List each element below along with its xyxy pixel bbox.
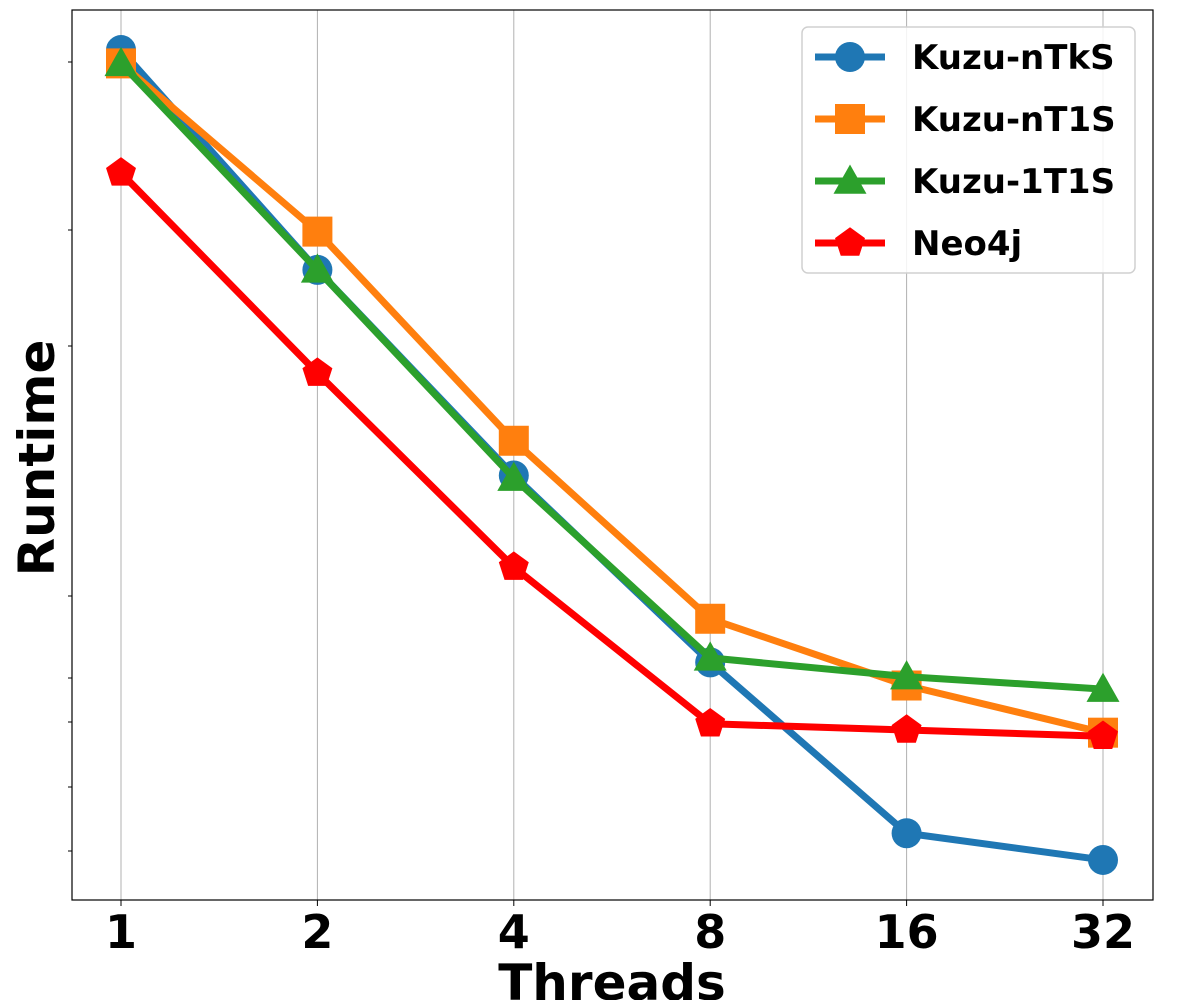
legend-label-neo4j: Neo4j <box>912 224 1022 264</box>
legend-label-kuzu-ntks: Kuzu-nTkS <box>912 38 1115 78</box>
plot-frame <box>71 9 1154 901</box>
y-axis-title: Runtime <box>8 340 66 577</box>
data-point-kuzu-ntks <box>891 818 922 849</box>
data-point-kuzu-nt1s <box>695 603 726 634</box>
series-line-neo4j <box>117 169 1107 740</box>
data-point-neo4j <box>106 157 136 186</box>
data-point-kuzu-nt1s <box>498 425 529 456</box>
x-tick-label: 16 <box>875 905 939 959</box>
series-line-kuzu-1t1s <box>117 59 1107 693</box>
data-point-neo4j <box>498 551 529 580</box>
legend-label-kuzu-nt1s: Kuzu-nT1S <box>912 100 1116 140</box>
x-tick-label: 32 <box>1071 905 1135 959</box>
data-point-kuzu-1t1s <box>890 660 924 690</box>
series-kuzu-1t1s <box>104 46 1120 702</box>
data-point-kuzu-1t1s <box>104 46 138 77</box>
series-neo4j <box>106 157 1118 749</box>
legend-box <box>801 26 1136 274</box>
data-point-neo4j <box>695 708 726 737</box>
series-line-kuzu-nt1s <box>117 59 1107 737</box>
data-point-kuzu-ntks <box>1088 844 1118 875</box>
plot-series <box>104 35 1120 875</box>
x-axis-title: Threads <box>498 954 726 1000</box>
x-tick-label: 4 <box>498 905 530 959</box>
data-point-neo4j <box>891 714 922 743</box>
data-point-kuzu-1t1s <box>497 461 531 491</box>
axis-ticks: 1 2 4 8 16 32 <box>68 61 1135 959</box>
data-point-neo4j <box>302 357 333 386</box>
data-point-kuzu-nt1s <box>302 216 333 247</box>
legend-marker-kuzu-1t1s <box>833 164 867 194</box>
data-point-neo4j <box>1088 720 1118 749</box>
legend-marker-kuzu-ntks <box>835 42 865 72</box>
x-tick-label: 1 <box>105 905 137 959</box>
x-tick-label: 2 <box>301 905 333 959</box>
legend-marker-kuzu-nt1s <box>835 104 865 134</box>
legend: Kuzu-nTkS Kuzu-nT1S Kuzu-1T1S Neo4j <box>801 26 1136 274</box>
legend-label-kuzu-1t1s: Kuzu-1T1S <box>912 162 1115 202</box>
x-tick-label: 8 <box>694 905 726 959</box>
data-point-kuzu-1t1s <box>1086 672 1120 702</box>
data-point-kuzu-1t1s <box>300 253 334 283</box>
legend-marker-neo4j <box>835 227 865 256</box>
data-point-kuzu-1t1s <box>693 641 727 671</box>
